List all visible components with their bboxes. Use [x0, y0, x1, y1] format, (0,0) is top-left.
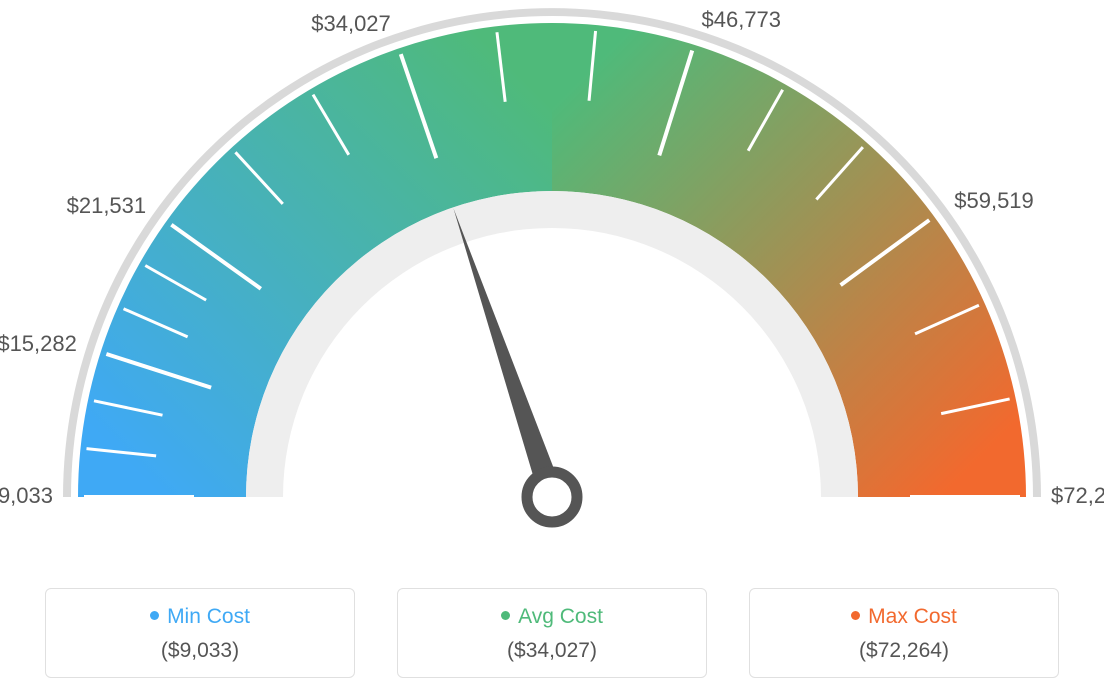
legend-card-avg: Avg Cost ($34,027): [397, 588, 707, 678]
tick-label: $15,282: [0, 331, 77, 357]
tick-label: $34,027: [301, 11, 391, 37]
tick-label: $9,033: [0, 483, 53, 509]
legend-label-max: Max Cost: [868, 605, 957, 628]
legend-card-max: Max Cost ($72,264): [749, 588, 1059, 678]
legend-dot-min: [150, 611, 159, 620]
legend-label-avg: Avg Cost: [518, 605, 603, 628]
legend-dot-avg: [501, 611, 510, 620]
tick-label: $46,773: [702, 7, 782, 33]
legend-label-min: Min Cost: [167, 605, 250, 628]
legend-value-min: ($9,033): [46, 639, 354, 663]
tick-label: $21,531: [56, 193, 146, 219]
gauge-svg: [0, 0, 1104, 555]
legend-card-min: Min Cost ($9,033): [45, 588, 355, 678]
tick-label: $59,519: [954, 188, 1034, 214]
chart-container: $9,033 $15,282 $21,531 $34,027 $46,773 $59,51…: [0, 0, 1104, 690]
legend-dot-max: [851, 611, 860, 620]
legend-title-max: Max Cost: [750, 605, 1058, 629]
legend-title-avg: Avg Cost: [398, 605, 706, 629]
legend-value-avg: ($34,027): [398, 639, 706, 663]
legend-row: Min Cost ($9,033) Avg Cost ($34,027) Max…: [0, 588, 1104, 678]
tick-label: $72,264: [1051, 483, 1104, 509]
legend-title-min: Min Cost: [46, 605, 354, 629]
legend-value-max: ($72,264): [750, 639, 1058, 663]
gauge-area: $9,033 $15,282 $21,531 $34,027 $46,773 $59,51…: [0, 0, 1104, 555]
